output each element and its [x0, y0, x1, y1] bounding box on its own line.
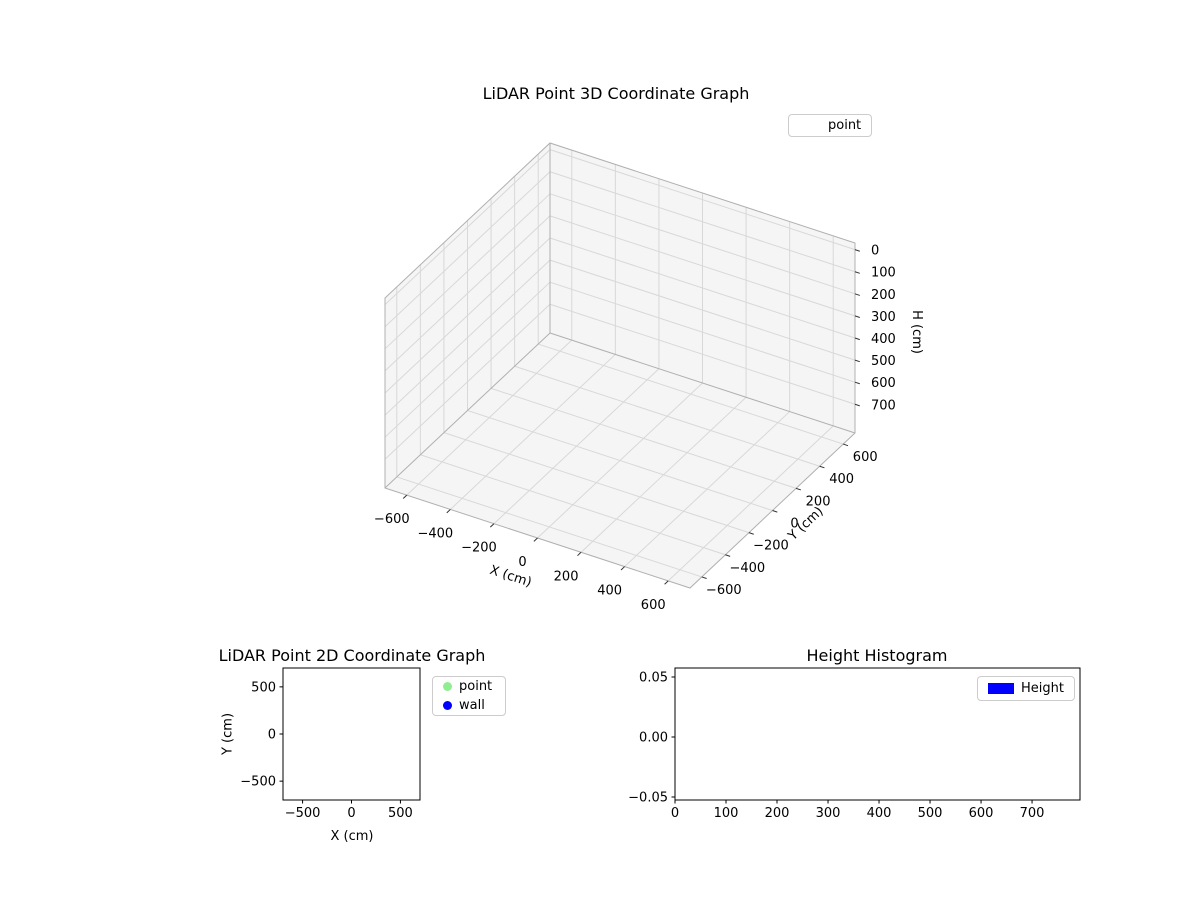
tick-label: 0.00 [639, 731, 668, 746]
tick-label: 700 [871, 398, 896, 413]
histogram-title: Height Histogram [806, 646, 948, 665]
tick-label: −400 [417, 526, 453, 541]
tick-label: −200 [753, 539, 789, 554]
tick-label: 400 [871, 332, 896, 347]
tick-label: 100 [714, 806, 739, 821]
tick-label: −500 [240, 775, 276, 790]
legend-label-wall: wall [459, 698, 485, 713]
tick-label: 0 [518, 555, 526, 570]
tick-label: 0 [268, 728, 276, 743]
pane-backgrounds [385, 143, 855, 588]
histogram-legend: Height [977, 676, 1075, 701]
tick-label: 700 [1020, 806, 1045, 821]
tick-label: −200 [461, 541, 497, 556]
legend-row: point [789, 115, 871, 136]
tick-label: 200 [554, 569, 579, 584]
plot2d-ylabel: Y (cm) [220, 712, 236, 756]
plot2d-xlabel: X (cm) [330, 829, 374, 844]
tick-label: 100 [871, 266, 896, 281]
axes-frame [282, 667, 421, 801]
tick-labels: 0 100 200 300 400 500 600 700 0.05 0.00 −0.05 [628, 671, 1044, 822]
axes-cube-edges [384, 142, 856, 589]
tick-label: 500 [251, 680, 276, 695]
tick-label: −0.05 [628, 791, 668, 806]
tick-label: 600 [853, 450, 878, 465]
tick-label: 600 [871, 376, 896, 391]
tick-marks [402, 249, 860, 585]
point-marker-icon [443, 682, 452, 691]
height-swatch-icon [988, 683, 1014, 694]
tick-label: 400 [597, 584, 622, 599]
legend-label-point: point [459, 679, 493, 694]
legend-row: wall [433, 696, 505, 715]
tick-label: 500 [388, 806, 413, 821]
tick-label: 200 [765, 806, 790, 821]
histogram-axes: 0 100 200 300 400 500 600 700 0.05 0.00 −0.05 [628, 667, 1081, 822]
legend-label-height: Height [1021, 681, 1064, 696]
tick-label: −500 [285, 806, 321, 821]
tick-label: H (cm) [909, 310, 924, 354]
tick-label: 600 [641, 598, 666, 613]
tick-labels: −600−400−2000200400600−600−400−200020040… [374, 244, 896, 613]
tick-label: 200 [871, 288, 896, 303]
plot3d-title: LiDAR Point 3D Coordinate Graph [482, 84, 750, 103]
tick-marks [671, 676, 1033, 804]
tick-label: 400 [829, 472, 854, 487]
plot2d-axes: −500 0 500 500 0 −500 [240, 667, 421, 821]
tick-label: 0 [790, 517, 798, 532]
tick-label: 300 [816, 806, 841, 821]
tick-label: 500 [918, 806, 943, 821]
legend-marker-empty [799, 121, 821, 131]
tick-label: 0 [671, 806, 679, 821]
legend-row: Height [978, 677, 1074, 700]
plot3d-legend: point [788, 114, 873, 137]
tick-label: 500 [871, 354, 896, 369]
wall-marker-icon [443, 701, 452, 710]
plot2d-title: LiDAR Point 2D Coordinate Graph [218, 646, 486, 665]
tick-label: 0 [871, 244, 879, 259]
tick-label: −400 [729, 561, 765, 576]
plot3d-axes: −600−400−2000200400600−600−400−200020040… [374, 142, 924, 613]
tick-label: 300 [871, 310, 896, 325]
plot2d-legend: point wall [432, 676, 506, 716]
legend-row: point [433, 677, 505, 696]
grid-lines [384, 149, 856, 582]
legend-label-point: point [828, 118, 862, 133]
tick-label: −600 [374, 512, 410, 527]
tick-marks [279, 686, 401, 804]
tick-label: 0 [347, 806, 355, 821]
tick-label: −600 [706, 583, 742, 598]
tick-label: 0.05 [639, 671, 668, 686]
tick-label: 400 [867, 806, 892, 821]
tick-labels: −500 0 500 500 0 −500 [240, 680, 413, 821]
tick-label: 600 [969, 806, 994, 821]
tick-label: 200 [806, 494, 831, 509]
